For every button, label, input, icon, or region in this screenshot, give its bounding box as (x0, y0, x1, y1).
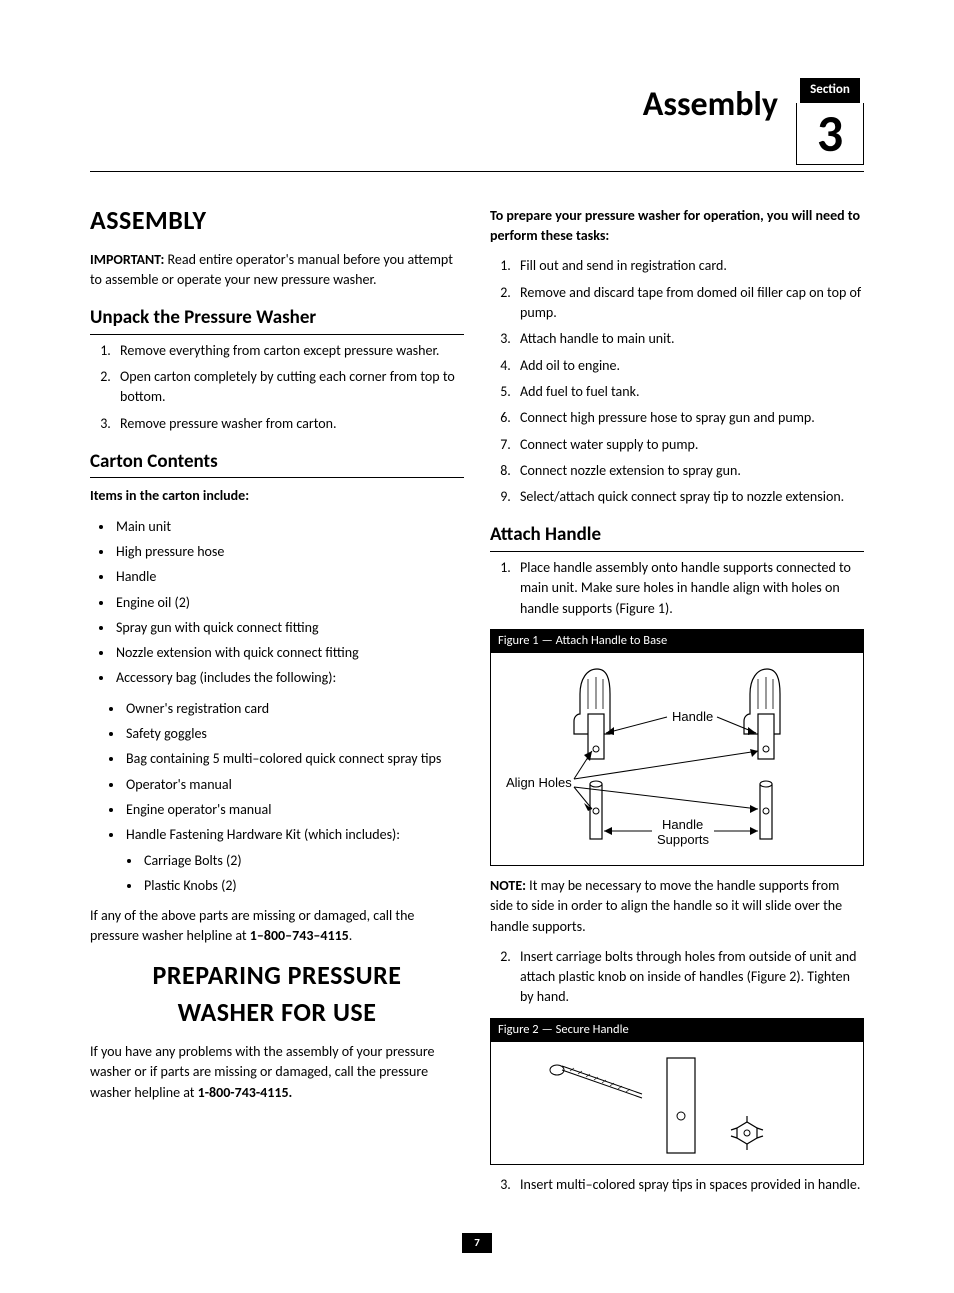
important-label: IMPORTANT: (90, 251, 164, 268)
page-number-wrap: 7 (90, 1233, 864, 1253)
carton-lead: Items in the carton include: (90, 486, 464, 506)
attach-steps-3: Insert multi–colored spray tips in space… (490, 1175, 864, 1195)
preparing-heading-line2: WASHER FOR USE (178, 996, 377, 1028)
section-indicator: Section 3 (796, 78, 864, 165)
figure-2: Figure 2 — Secure Handle (490, 1018, 864, 1165)
helpline-phone: 1–800–743–4115 (250, 927, 349, 944)
accessory-list: Owner's registration card Safety goggles… (90, 699, 464, 846)
hardware-list: Carriage Bolts (2) Plastic Knobs (2) (90, 851, 464, 897)
figure-1: Figure 1 — Attach Handle to Base (490, 629, 864, 866)
figure-1-caption: Figure 1 — Attach Handle to Base (490, 629, 864, 653)
content-columns: ASSEMBLY IMPORTANT: Read entire operator… (90, 202, 864, 1205)
preparing-heading-line1: PREPARING PRESSURE (153, 959, 402, 991)
list-item: Main unit (114, 517, 464, 537)
fig1-handle-label: Handle (672, 709, 713, 724)
section-number-box: 3 (796, 103, 864, 165)
list-item: Connect nozzle extension to spray gun. (514, 461, 864, 481)
list-item: Operator's manual (124, 775, 464, 795)
missing-text-end: . (349, 927, 353, 944)
carton-contents-heading: Carton Contents (90, 448, 464, 479)
list-item: Place handle assembly onto handle suppor… (514, 558, 864, 619)
important-paragraph: IMPORTANT: Read entire operator's manual… (90, 250, 464, 291)
carton-list: Main unit High pressure hose Handle Engi… (90, 517, 464, 689)
left-column: ASSEMBLY IMPORTANT: Read entire operator… (90, 202, 464, 1205)
list-item: Attach handle to main unit. (514, 329, 864, 349)
list-item: Bag containing 5 multi–colored quick con… (124, 749, 464, 769)
figure-2-illustration (502, 1048, 852, 1158)
header-title: Assembly (643, 80, 778, 129)
attach-handle-heading: Attach Handle (490, 521, 864, 552)
note-label: NOTE: (490, 877, 526, 894)
note-text: It may be necessary to move the handle s… (490, 877, 842, 935)
right-column: To prepare your pressure washer for oper… (490, 202, 864, 1205)
figure-1-body: Handle Align Holes Handle Supports (490, 653, 864, 866)
list-item: Owner's registration card (124, 699, 464, 719)
list-item: Spray gun with quick connect fitting (114, 618, 464, 638)
list-item: Connect water supply to pump. (514, 435, 864, 455)
fig1-supports-label-l1: Handle (662, 817, 703, 832)
list-item: Insert multi–colored spray tips in space… (514, 1175, 864, 1195)
list-item: Engine oil (2) (114, 593, 464, 613)
list-item: Accessory bag (includes the following): (114, 668, 464, 688)
list-item: Remove and discard tape from domed oil f… (514, 283, 864, 324)
figure-2-caption: Figure 2 — Secure Handle (490, 1018, 864, 1042)
page-number: 7 (462, 1233, 492, 1253)
section-number: 3 (817, 107, 843, 159)
figure-1-illustration: Handle Align Holes Handle Supports (502, 659, 852, 859)
list-item: Add fuel to fuel tank. (514, 382, 864, 402)
list-item: Remove pressure washer from carton. (114, 414, 464, 434)
page-header: Assembly Section 3 (90, 80, 864, 172)
list-item: Handle Fastening Hardware Kit (which inc… (124, 825, 464, 845)
list-item: Handle (114, 567, 464, 587)
list-item: Open carton completely by cutting each c… (114, 367, 464, 408)
list-item: Carriage Bolts (2) (142, 851, 464, 871)
prepare-steps: Fill out and send in registration card. … (490, 256, 864, 507)
list-item: Insert carriage bolts through holes from… (514, 947, 864, 1008)
list-item: Fill out and send in registration card. (514, 256, 864, 276)
list-item: High pressure hose (114, 542, 464, 562)
unpack-list: Remove everything from carton except pre… (90, 341, 464, 434)
preparing-paragraph: If you have any problems with the assemb… (90, 1042, 464, 1103)
list-item: Add oil to engine. (514, 356, 864, 376)
assembly-heading: ASSEMBLY (90, 202, 464, 240)
list-item: Nozzle extension with quick connect fitt… (114, 643, 464, 663)
prep-phone: 1-800-743-4115. (198, 1084, 293, 1101)
section-label: Section (800, 78, 860, 103)
fig1-supports-label-l2: Supports (657, 832, 710, 847)
list-item: Connect high pressure hose to spray gun … (514, 408, 864, 428)
missing-parts-paragraph: If any of the above parts are missing or… (90, 906, 464, 947)
note-paragraph: NOTE: It may be necessary to move the ha… (490, 876, 864, 937)
attach-steps-2: Insert carriage bolts through holes from… (490, 947, 864, 1008)
figure-2-body (490, 1042, 864, 1165)
preparing-heading: PREPARING PRESSURE WASHER FOR USE (90, 957, 464, 1032)
list-item: Safety goggles (124, 724, 464, 744)
list-item: Plastic Knobs (2) (142, 876, 464, 896)
list-item: Select/attach quick connect spray tip to… (514, 487, 864, 507)
list-item: Remove everything from carton except pre… (114, 341, 464, 361)
unpack-heading: Unpack the Pressure Washer (90, 304, 464, 335)
fig1-align-label: Align Holes (506, 775, 572, 790)
list-item: Engine operator's manual (124, 800, 464, 820)
attach-steps-1: Place handle assembly onto handle suppor… (490, 558, 864, 619)
prepare-lead: To prepare your pressure washer for oper… (490, 206, 864, 247)
